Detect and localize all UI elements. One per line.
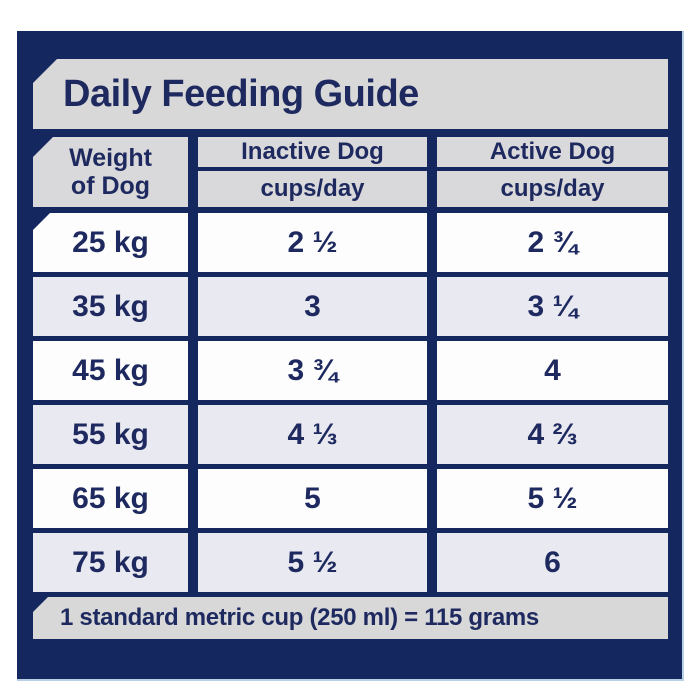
header-inactive-dog-label: Inactive Dog [198,137,427,167]
table-row: 25 kg 2 ½ 2 ¾ [33,213,668,272]
active-dog-cell: 3 ¼ [437,277,668,336]
header-divider [198,167,427,171]
header-active-dog-unit: cups/day [437,171,668,207]
header-weight-line2: of Dog [70,172,151,200]
table-body: 25 kg 2 ½ 2 ¾ 35 kg 3 3 ¼ 45 kg 3 ¾ 4 55… [33,213,668,592]
inactive-dog-cell: 5 [198,469,427,528]
weight-cell: 25 kg [33,213,188,272]
footnote: 1 standard metric cup (250 ml) = 115 gra… [60,604,539,631]
active-dog-cell: 5 ½ [437,469,668,528]
table-row: 45 kg 3 ¾ 4 [33,341,668,400]
weight-cell: 45 kg [33,341,188,400]
inactive-dog-cell: 3 ¾ [198,341,427,400]
header-active-dog-label: Active Dog [437,137,668,167]
header-weight-line1: Weight [69,144,152,172]
feeding-guide-panel: Daily Feeding Guide Weight of Dog Inacti… [17,31,684,681]
header-active-dog: Active Dog cups/day [437,137,668,207]
footnote-bar: 1 standard metric cup (250 ml) = 115 gra… [33,597,668,639]
active-dog-cell: 6 [437,533,668,592]
weight-cell: 65 kg [33,469,188,528]
table-header-row: Weight of Dog Inactive Dog cups/day Acti… [33,137,668,207]
header-divider [437,167,668,171]
inactive-dog-cell: 2 ½ [198,213,427,272]
weight-cell: 35 kg [33,277,188,336]
inactive-dog-cell: 5 ½ [198,533,427,592]
weight-cell: 55 kg [33,405,188,464]
title-bar: Daily Feeding Guide [33,59,668,129]
inactive-dog-cell: 4 ⅓ [198,405,427,464]
table-row: 75 kg 5 ½ 6 [33,533,668,592]
table-row: 55 kg 4 ⅓ 4 ⅔ [33,405,668,464]
header-inactive-dog: Inactive Dog cups/day [198,137,427,207]
header-inactive-dog-unit: cups/day [198,171,427,207]
active-dog-cell: 2 ¾ [437,213,668,272]
weight-cell: 75 kg [33,533,188,592]
active-dog-cell: 4 [437,341,668,400]
table-row: 65 kg 5 5 ½ [33,469,668,528]
header-weight-of-dog: Weight of Dog [33,137,188,207]
inactive-dog-cell: 3 [198,277,427,336]
table-row: 35 kg 3 3 ¼ [33,277,668,336]
page-title: Daily Feeding Guide [63,72,419,115]
active-dog-cell: 4 ⅔ [437,405,668,464]
